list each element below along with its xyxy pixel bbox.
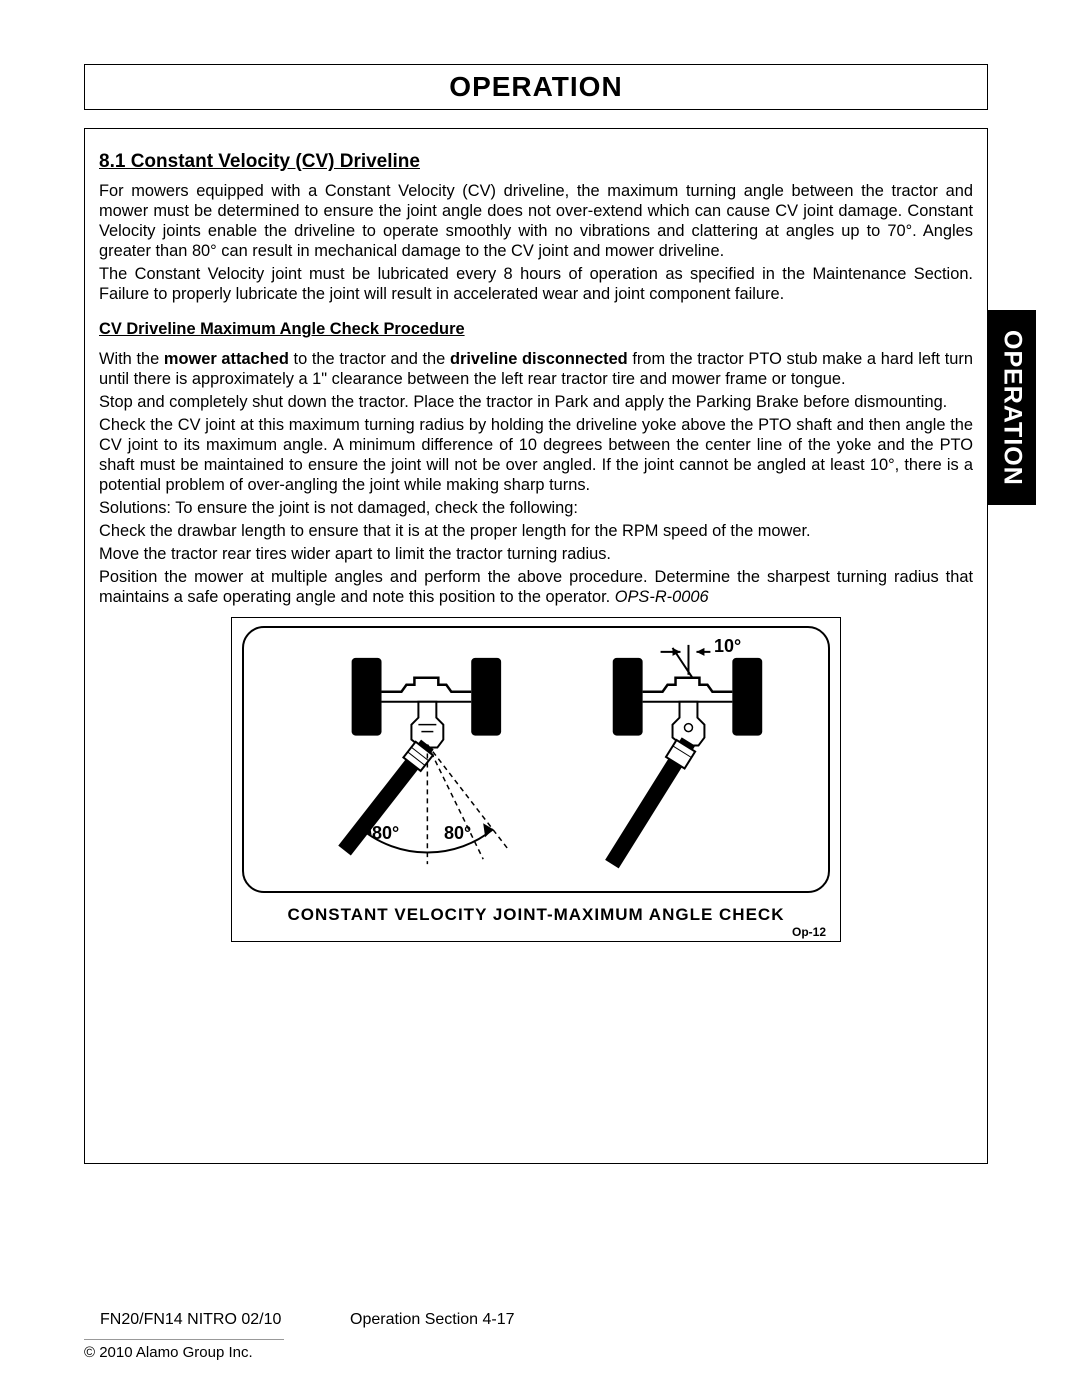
sub-heading: CV Driveline Maximum Angle Check Procedu… [99, 320, 973, 339]
paragraph-7: Check the drawbar length to ensure that … [99, 521, 973, 541]
p3-mid: to the tractor and the [289, 350, 450, 368]
side-tab: OPERATION [988, 310, 1036, 505]
paragraph-6: Solutions: To ensure the joint is not da… [99, 498, 973, 518]
p3-pre: With the [99, 350, 164, 368]
angle-80-right-label: 80° [444, 823, 471, 844]
section-heading: 8.1 Constant Velocity (CV) Driveline [99, 151, 973, 173]
page-title: OPERATION [449, 71, 622, 103]
paragraph-5: Check the CV joint at this maximum turni… [99, 415, 973, 495]
angle-10-label: 10° [714, 636, 741, 657]
angle-80-left-label: 80° [372, 823, 399, 844]
header-box: OPERATION [84, 64, 988, 110]
diagram-opref: Op-12 [792, 925, 826, 939]
paragraph-2: The Constant Velocity joint must be lubr… [99, 264, 973, 304]
diagram-frame: 10° 80° 80° CONSTANT VELOCITY JOINT-MAXI… [231, 617, 841, 942]
paragraph-4: Stop and completely shut down the tracto… [99, 392, 973, 412]
footer-center: Operation Section 4-17 [350, 1311, 515, 1329]
footer-left: FN20/FN14 NITRO 02/10 [100, 1311, 281, 1329]
diagram-svg [244, 628, 828, 891]
paragraph-9: Position the mower at multiple angles an… [99, 567, 973, 607]
copyright: © 2010 Alamo Group Inc. [84, 1339, 284, 1361]
p3-bold1: mower attached [164, 350, 289, 368]
p9-text: Position the mower at multiple angles an… [99, 568, 973, 606]
side-tab-label: OPERATION [998, 330, 1027, 486]
p3-bold2: driveline disconnected [450, 350, 628, 368]
content-box: 8.1 Constant Velocity (CV) Driveline For… [84, 128, 988, 1164]
paragraph-1: For mowers equipped with a Constant Velo… [99, 181, 973, 261]
paragraph-3: With the mower attached to the tractor a… [99, 349, 973, 389]
diagram-caption: CONSTANT VELOCITY JOINT-MAXIMUM ANGLE CH… [232, 905, 840, 925]
diagram-inner: 10° 80° 80° [242, 626, 830, 893]
paragraph-8: Move the tractor rear tires wider apart … [99, 544, 973, 564]
p9-ref: OPS-R-0006 [615, 588, 709, 606]
